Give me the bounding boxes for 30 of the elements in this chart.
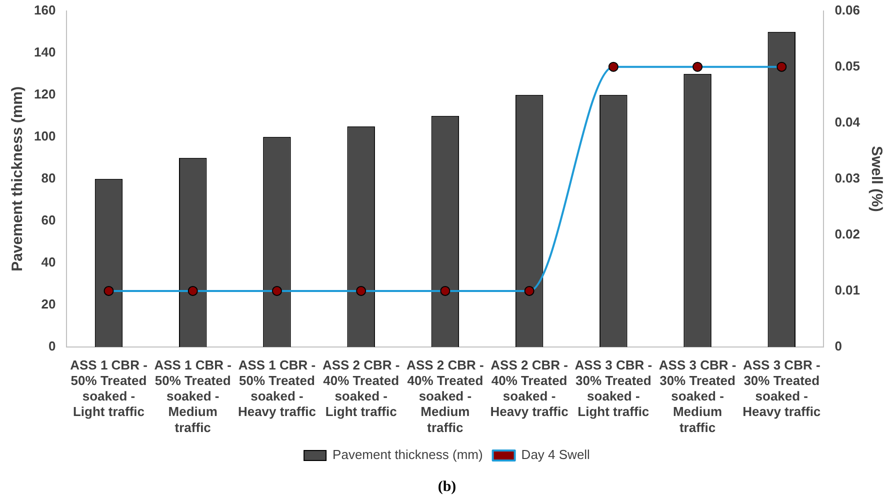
y2-axis-title: Swell (%) — [868, 146, 885, 212]
x-tick-label: ASS 3 CBR - 30% Treated soaked - Medium traffic — [658, 357, 736, 435]
y-tick-label: 0 — [48, 338, 56, 354]
y-tick-label: 120 — [34, 86, 56, 102]
x-tick-label: ASS 2 CBR - 40% Treated soaked - Medium traffic — [406, 357, 484, 435]
x-tick-label: ASS 2 CBR - 40% Treated soaked - Light traffic — [322, 357, 400, 420]
y-tick-label: 80 — [41, 170, 56, 186]
y2-tick-label: 0.03 — [834, 170, 860, 186]
y2-tick-label: 0.05 — [834, 58, 860, 74]
y-axis-title: Pavement thickness (mm) — [9, 86, 26, 272]
text: (b) — [436, 478, 458, 497]
y2-tick-label: 0.06 — [834, 2, 860, 18]
x-tick-label: ASS 3 CBR - 30% Treated soaked - Light traffic — [574, 357, 652, 420]
x-tick-label: ASS 2 CBR - 40% Treated soaked - Heavy traffic — [490, 357, 568, 420]
y2-tick-label: 0.02 — [834, 226, 860, 242]
y-tick-label: 160 — [34, 2, 56, 18]
y-tick-label: 100 — [34, 128, 56, 144]
legend-label: Day 4 Swell — [521, 447, 590, 462]
y-tick-label: 140 — [34, 44, 56, 60]
y-tick-label: 20 — [41, 296, 56, 312]
legend-label: Pavement thickness (mm) — [332, 447, 483, 462]
y-tick-label: 60 — [41, 212, 56, 228]
y2-tick-label: 0 — [834, 338, 842, 354]
x-tick-label: ASS 3 CBR - 30% Treated soaked - Heavy traffic — [742, 357, 821, 420]
y-tick-label: 40 — [41, 254, 56, 270]
x-tick-label: ASS 1 CBR - 50% Treated soaked - Light traffic — [70, 357, 148, 420]
y2-tick-label: 0.01 — [834, 282, 860, 298]
x-tick-label: ASS 1 CBR - 50% Treated soaked - Medium traffic — [154, 357, 232, 435]
x-tick-label: ASS 1 CBR - 50% Treated soaked - Heavy traffic — [238, 357, 316, 420]
y2-tick-label: 0.04 — [834, 114, 861, 130]
